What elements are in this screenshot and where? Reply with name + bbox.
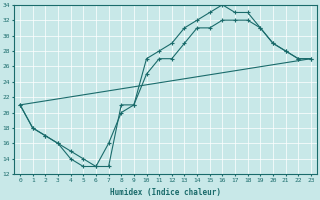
X-axis label: Humidex (Indice chaleur): Humidex (Indice chaleur) [110,188,221,197]
